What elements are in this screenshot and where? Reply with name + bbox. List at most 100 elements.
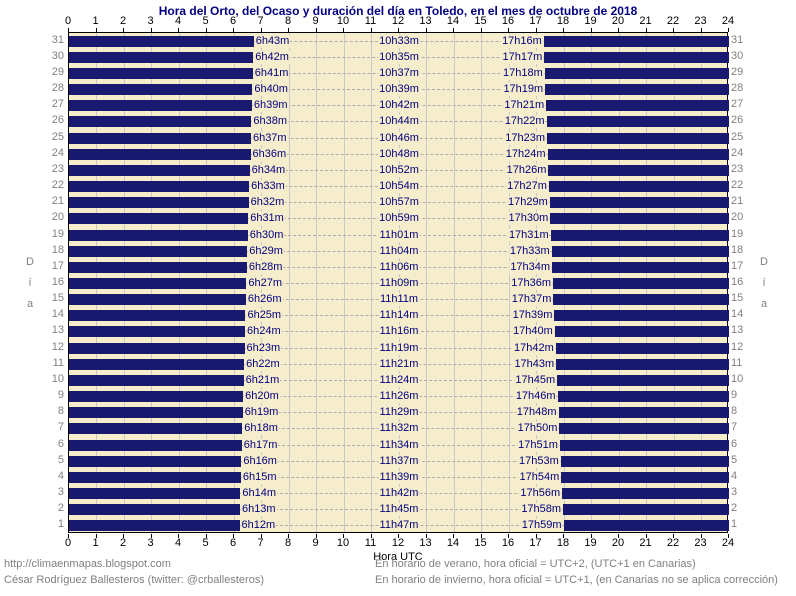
night-bar-evening bbox=[546, 116, 729, 128]
footer-url: http://climaenmapas.blogspot.com bbox=[4, 558, 171, 570]
hour-tick-label-top: 3 bbox=[147, 15, 154, 27]
day-tick-label-left: 23 bbox=[51, 162, 64, 175]
sunset-label: 17h54m bbox=[518, 470, 561, 484]
sunset-label: 17h48m bbox=[515, 406, 558, 420]
night-bar-evening bbox=[563, 520, 729, 532]
sunset-label: 17h56m bbox=[519, 487, 562, 501]
axis-tick-bottom bbox=[205, 534, 207, 538]
hour-tick-label-top: 14 bbox=[446, 15, 460, 27]
night-bar-evening bbox=[557, 391, 729, 403]
night-bar-evening bbox=[544, 51, 729, 63]
axis-tick-bottom bbox=[425, 534, 427, 538]
sunset-label: 17h58m bbox=[520, 503, 563, 517]
axis-tick-top bbox=[480, 28, 482, 32]
night-bar-morning bbox=[69, 100, 252, 112]
night-bar-morning bbox=[69, 310, 246, 322]
axis-tick-bottom bbox=[233, 534, 234, 538]
hour-tick-label-top: 10 bbox=[336, 15, 350, 27]
day-tick-label-right: 19 bbox=[731, 227, 744, 240]
duration-label: 11h29m bbox=[378, 406, 420, 420]
hour-tick-label-top: 20 bbox=[611, 15, 625, 27]
hour-tick-label-top: 9 bbox=[312, 15, 319, 27]
duration-label: 10h57m bbox=[378, 196, 420, 210]
day-tick-label-left: 11 bbox=[52, 356, 64, 369]
y-axis-label-right: D í a bbox=[760, 256, 768, 310]
duration-label: 10h33m bbox=[378, 34, 420, 48]
hour-tick-label-top: 17 bbox=[529, 15, 542, 27]
sunset-label: 17h59m bbox=[520, 519, 563, 533]
sunrise-label: 6h22m bbox=[245, 357, 281, 371]
hour-tick-label-top: 23 bbox=[694, 15, 707, 27]
sunrise-label: 6h15m bbox=[241, 470, 278, 484]
day-tick-label-left: 1 bbox=[57, 518, 64, 531]
duration-label: 10h52m bbox=[378, 163, 420, 177]
hour-tick-label-bottom: 9 bbox=[312, 537, 319, 549]
axis-tick-bottom bbox=[590, 534, 592, 538]
sunset-label: 17h37m bbox=[510, 293, 553, 307]
duration-label: 11h47m bbox=[378, 519, 420, 533]
sunrise-label: 6h25m bbox=[246, 309, 283, 323]
sunset-label: 17h24m bbox=[504, 147, 547, 161]
hour-tick-label-top: 5 bbox=[202, 15, 209, 27]
night-bar-morning bbox=[69, 164, 250, 176]
sunrise-label: 6h37m bbox=[251, 131, 288, 145]
sunrise-label: 6h20m bbox=[244, 390, 280, 404]
duration-label: 11h37m bbox=[378, 454, 420, 468]
sunset-label: 17h21m bbox=[503, 99, 546, 113]
hour-tick-label-bottom: 8 bbox=[284, 537, 292, 549]
y-axis-label-left: D í a bbox=[26, 256, 34, 310]
axis-tick-bottom bbox=[95, 534, 97, 538]
night-bar-evening bbox=[562, 488, 729, 500]
day-tick-label-left: 22 bbox=[51, 179, 64, 192]
plot-area: 6h43m 10h33m 17h16m 6h42m 10h35m 17h17m 6h41m 1… bbox=[68, 32, 729, 533]
sunrise-label: 6h30m bbox=[248, 228, 285, 242]
hour-tick-label-bottom: 16 bbox=[501, 537, 515, 549]
sunset-label: 17h16m bbox=[501, 34, 543, 48]
night-bar-morning bbox=[69, 455, 242, 467]
day-tick-label-right: 28 bbox=[731, 82, 744, 95]
axis-tick-top bbox=[370, 28, 372, 32]
axis-tick-top bbox=[288, 28, 289, 32]
axis-tick-top bbox=[425, 28, 427, 32]
sunset-label: 17h53m bbox=[518, 454, 560, 468]
day-tick-label-right: 2 bbox=[731, 502, 738, 515]
axis-tick-top bbox=[233, 28, 234, 32]
axis-tick-bottom bbox=[150, 534, 152, 538]
night-bar-evening bbox=[544, 67, 729, 79]
duration-label: 11h14m bbox=[378, 309, 420, 323]
duration-label: 10h35m bbox=[378, 50, 420, 64]
night-bar-evening bbox=[552, 261, 729, 273]
day-tick-label-left: 29 bbox=[51, 65, 64, 78]
duration-label: 10h48m bbox=[378, 147, 420, 161]
sunrise-label: 6h23m bbox=[245, 341, 282, 355]
day-tick-label-left: 4 bbox=[57, 469, 64, 482]
axis-tick-top bbox=[728, 28, 729, 32]
axis-tick-top bbox=[343, 28, 344, 32]
axis-tick-bottom bbox=[618, 534, 619, 538]
night-bar-morning bbox=[69, 391, 244, 403]
hour-tick-label-top: 12 bbox=[391, 15, 405, 27]
duration-label: 11h24m bbox=[378, 373, 420, 387]
night-bar-evening bbox=[550, 229, 729, 241]
night-bar-evening bbox=[549, 197, 729, 209]
axis-tick-bottom bbox=[123, 534, 124, 538]
duration-label: 10h42m bbox=[378, 99, 420, 113]
hour-gridline bbox=[343, 33, 345, 532]
duration-label: 11h04m bbox=[378, 244, 420, 258]
axis-tick-bottom bbox=[343, 534, 344, 538]
axis-tick-bottom bbox=[370, 534, 372, 538]
day-tick-label-right: 29 bbox=[731, 65, 744, 78]
sunrise-label: 6h19m bbox=[243, 406, 280, 420]
night-bar-morning bbox=[69, 374, 244, 386]
night-bar-evening bbox=[553, 294, 729, 306]
axis-tick-bottom bbox=[480, 534, 482, 538]
sunset-label: 17h40m bbox=[512, 325, 554, 339]
night-bar-evening bbox=[558, 407, 729, 419]
sunrise-label: 6h27m bbox=[247, 277, 284, 290]
axis-tick-top bbox=[453, 28, 454, 32]
hour-tick-label-top: 2 bbox=[119, 15, 127, 27]
duration-label: 11h21m bbox=[378, 357, 420, 371]
hour-tick-label-bottom: 1 bbox=[92, 537, 99, 549]
day-tick-label-right: 5 bbox=[731, 453, 738, 466]
